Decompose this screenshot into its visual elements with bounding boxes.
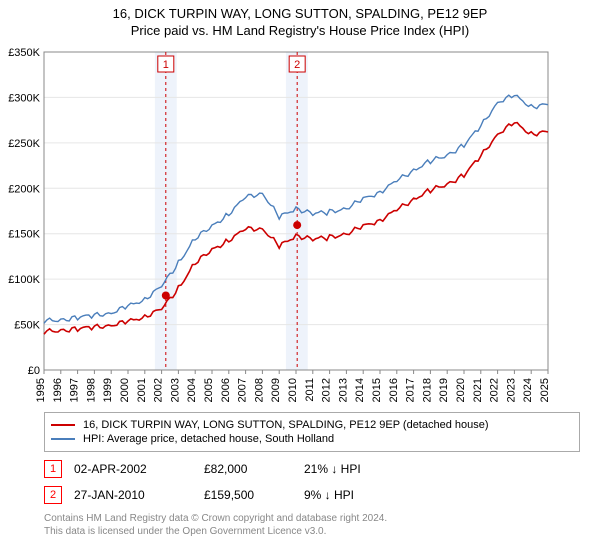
svg-text:£350K: £350K xyxy=(8,47,40,59)
svg-text:£200K: £200K xyxy=(8,183,40,195)
chart: £0 £50K £100K £150K £200K £250K £300K £350K 1995… xyxy=(0,46,600,406)
sale-marker-badge: 1 xyxy=(44,460,62,478)
sale-date: 27-JAN-2010 xyxy=(74,488,204,502)
sale-vs-hpi: 9% ↓ HPI xyxy=(304,488,424,502)
svg-text:2020: 2020 xyxy=(455,378,467,402)
sale-marker-row: 1 02-APR-2002 £82,000 21% ↓ HPI xyxy=(44,460,580,478)
legend-label: 16, DICK TURPIN WAY, LONG SUTTON, SPALDI… xyxy=(83,419,489,431)
svg-text:2005: 2005 xyxy=(203,378,215,402)
svg-text:2022: 2022 xyxy=(489,378,501,402)
svg-text:2013: 2013 xyxy=(337,378,349,402)
svg-text:2003: 2003 xyxy=(169,378,181,402)
sale-marker-row: 2 27-JAN-2010 £159,500 9% ↓ HPI xyxy=(44,486,580,504)
svg-text:2017: 2017 xyxy=(405,378,417,402)
sale-vs-hpi: 21% ↓ HPI xyxy=(304,462,424,476)
svg-text:2002: 2002 xyxy=(153,378,165,402)
svg-text:£300K: £300K xyxy=(8,92,40,104)
svg-text:1997: 1997 xyxy=(69,378,81,402)
svg-text:1999: 1999 xyxy=(102,378,114,402)
legend-swatch xyxy=(51,424,75,426)
sale-marker-badge: 2 xyxy=(44,486,62,504)
svg-text:2000: 2000 xyxy=(119,378,131,402)
svg-text:2006: 2006 xyxy=(220,378,232,402)
svg-text:£50K: £50K xyxy=(14,320,40,332)
svg-text:£100K: £100K xyxy=(8,274,40,286)
svg-text:2004: 2004 xyxy=(186,378,198,402)
svg-text:2024: 2024 xyxy=(522,378,534,402)
svg-text:2015: 2015 xyxy=(371,378,383,402)
sale-date: 02-APR-2002 xyxy=(74,462,204,476)
svg-text:2023: 2023 xyxy=(505,378,517,402)
svg-text:2012: 2012 xyxy=(321,378,333,402)
svg-text:2011: 2011 xyxy=(304,378,316,402)
svg-text:2021: 2021 xyxy=(472,378,484,402)
attribution-line: Contains HM Land Registry data © Crown c… xyxy=(44,512,580,525)
legend: 16, DICK TURPIN WAY, LONG SUTTON, SPALDI… xyxy=(44,412,580,452)
page-title: 16, DICK TURPIN WAY, LONG SUTTON, SPALDI… xyxy=(0,6,600,21)
svg-text:£250K: £250K xyxy=(8,138,40,150)
svg-text:2019: 2019 xyxy=(438,378,450,402)
attribution-line: This data is licensed under the Open Gov… xyxy=(44,525,580,538)
svg-text:1: 1 xyxy=(163,59,169,71)
svg-text:1996: 1996 xyxy=(52,378,64,402)
sale-price: £159,500 xyxy=(204,488,304,502)
svg-text:2014: 2014 xyxy=(354,378,366,402)
svg-text:2025: 2025 xyxy=(539,378,551,402)
svg-text:2016: 2016 xyxy=(388,378,400,402)
page-subtitle: Price paid vs. HM Land Registry's House … xyxy=(0,23,600,38)
svg-text:£0: £0 xyxy=(28,365,40,377)
svg-text:1998: 1998 xyxy=(85,378,97,402)
sale-price: £82,000 xyxy=(204,462,304,476)
svg-text:2009: 2009 xyxy=(270,378,282,402)
svg-text:2008: 2008 xyxy=(253,378,265,402)
svg-text:2018: 2018 xyxy=(421,378,433,402)
svg-text:£150K: £150K xyxy=(8,229,40,241)
svg-text:2: 2 xyxy=(294,59,300,71)
svg-text:2010: 2010 xyxy=(287,378,299,402)
legend-item: HPI: Average price, detached house, Sout… xyxy=(51,433,573,445)
attribution-footer: Contains HM Land Registry data © Crown c… xyxy=(44,512,580,538)
svg-text:1995: 1995 xyxy=(35,378,47,402)
legend-swatch xyxy=(51,438,75,440)
legend-item: 16, DICK TURPIN WAY, LONG SUTTON, SPALDI… xyxy=(51,419,573,431)
svg-text:2007: 2007 xyxy=(237,378,249,402)
svg-text:2001: 2001 xyxy=(136,378,148,402)
legend-label: HPI: Average price, detached house, Sout… xyxy=(83,433,334,445)
sale-marker-table: 1 02-APR-2002 £82,000 21% ↓ HPI 2 27-JAN… xyxy=(44,460,580,504)
